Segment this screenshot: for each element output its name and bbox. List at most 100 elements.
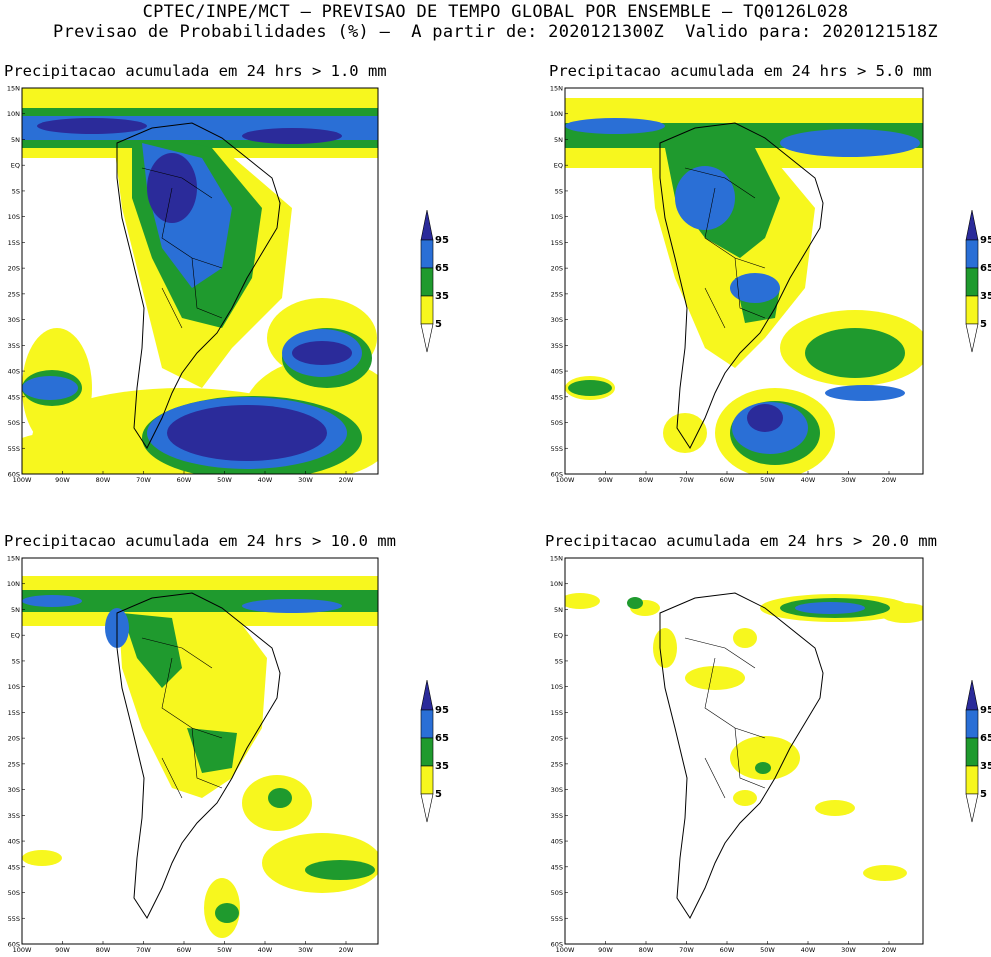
lat-tick-label: 5S bbox=[12, 657, 20, 665]
colorbar-top-arrow bbox=[420, 679, 434, 711]
lon-tick-label: 60W bbox=[720, 476, 735, 484]
lon-tick-label: 40W bbox=[801, 476, 816, 484]
panel-4-title: Precipitacao acumulada em 24 hrs > 20.0 … bbox=[545, 532, 937, 550]
panel-2-title: Precipitacao acumulada em 24 hrs > 5.0 m… bbox=[549, 62, 932, 80]
lon-tick-label: 90W bbox=[598, 476, 613, 484]
lon-tick-label: 100W bbox=[13, 946, 32, 954]
colorbar-1: 95 65 35 5 bbox=[420, 209, 449, 353]
panel-4-prob-ge5 bbox=[565, 593, 923, 881]
colorbar-top-arrow bbox=[965, 209, 979, 241]
colorbar-label: 95 bbox=[435, 705, 449, 716]
lon-tick-label: 50W bbox=[217, 946, 232, 954]
colorbar-label: 35 bbox=[435, 761, 449, 772]
lon-tick-label: 50W bbox=[760, 476, 775, 484]
lon-tick-label: 100W bbox=[556, 476, 575, 484]
panel-3-lat-axis: 15N 10N 5N EQ 5S 10S 15S 20S 25S 30S 35S 40S 45S 50S 5… bbox=[7, 555, 25, 949]
colorbar-segment bbox=[420, 765, 434, 795]
colorbar-segment bbox=[965, 709, 979, 739]
colorbar-segment bbox=[965, 239, 979, 269]
colorbar-label: 5 bbox=[435, 319, 442, 330]
lon-tick-label: 90W bbox=[598, 946, 613, 954]
lon-tick-label: 60W bbox=[177, 946, 192, 954]
lat-tick-label: 20S bbox=[551, 265, 563, 273]
lat-tick-label: 5N bbox=[554, 606, 563, 614]
lat-tick-label: 55S bbox=[551, 915, 563, 923]
lon-tick-label: 30W bbox=[841, 476, 856, 484]
panel-3-title: Precipitacao acumulada em 24 hrs > 10.0 … bbox=[4, 532, 396, 550]
lon-tick-label: 100W bbox=[13, 476, 32, 484]
colorbar-label: 65 bbox=[980, 263, 991, 274]
lat-tick-label: 30S bbox=[551, 316, 563, 324]
panel-2-prob-ge95 bbox=[747, 404, 783, 432]
panel-4-lon-axis: 100W 90W 80W 70W 60W 50W 40W 30W 20W bbox=[556, 941, 897, 954]
lat-tick-label: 15N bbox=[7, 555, 20, 563]
lat-tick-label: EQ bbox=[554, 632, 563, 640]
panel-3-map: 15N 10N 5N EQ 5S 10S 15S 20S 25S 30S 35S 40S 45S 50S 5… bbox=[7, 555, 379, 954]
panel-4-lat-axis: 15N 10N 5N EQ 5S 10S 15S 20S 25S 30S 35S 40S 45S 50S 5… bbox=[550, 555, 568, 949]
lat-tick-label: 50S bbox=[551, 889, 563, 897]
lon-tick-label: 60W bbox=[177, 476, 192, 484]
panel-4-borders bbox=[684, 637, 766, 799]
lon-tick-label: 20W bbox=[339, 476, 354, 484]
lat-tick-label: 60S bbox=[551, 941, 563, 949]
lat-tick-label: 25S bbox=[551, 760, 563, 768]
lat-tick-label: 50S bbox=[8, 419, 20, 427]
colorbar-label: 65 bbox=[980, 733, 991, 744]
colorbar-top-arrow bbox=[965, 679, 979, 711]
lat-tick-label: 45S bbox=[551, 863, 563, 871]
lat-tick-label: 50S bbox=[8, 889, 20, 897]
lat-tick-label: 20S bbox=[551, 735, 563, 743]
lon-tick-label: 80W bbox=[639, 946, 654, 954]
lat-tick-label: 25S bbox=[551, 290, 563, 298]
colorbar-label: 95 bbox=[980, 235, 991, 246]
lon-tick-label: 20W bbox=[882, 946, 897, 954]
colorbar-segment bbox=[965, 765, 979, 795]
lon-tick-label: 90W bbox=[55, 476, 70, 484]
colorbar-segment bbox=[420, 709, 434, 739]
lat-tick-label: 30S bbox=[8, 786, 20, 794]
lat-tick-label: 45S bbox=[551, 393, 563, 401]
lat-tick-label: 25S bbox=[8, 760, 20, 768]
lon-tick-label: 40W bbox=[801, 946, 816, 954]
lat-tick-label: 60S bbox=[8, 471, 20, 479]
panel-3-coastline bbox=[116, 592, 281, 920]
lon-tick-label: 20W bbox=[339, 946, 354, 954]
lon-tick-label: 80W bbox=[96, 946, 111, 954]
colorbar-label: 35 bbox=[435, 291, 449, 302]
colorbar-label: 5 bbox=[435, 789, 442, 800]
panel-4-map: 15N 10N 5N EQ 5S 10S 15S 20S 25S 30S 35S 40S 45S 50S 5… bbox=[550, 555, 924, 954]
colorbar-label: 35 bbox=[980, 291, 991, 302]
panel-1-lon-axis: 100W 90W 80W 70W 60W 50W 40W 30W 20W bbox=[13, 471, 354, 484]
colorbar-label: 35 bbox=[980, 761, 991, 772]
lon-tick-label: 20W bbox=[882, 476, 897, 484]
panel-3-borders bbox=[141, 637, 223, 799]
lat-tick-label: 45S bbox=[8, 863, 20, 871]
lat-tick-label: 5N bbox=[554, 136, 563, 144]
colorbar-segment bbox=[420, 267, 434, 297]
lat-tick-label: 25S bbox=[8, 290, 20, 298]
colorbar-label: 95 bbox=[435, 235, 449, 246]
lon-tick-label: 60W bbox=[720, 946, 735, 954]
lat-tick-label: 35S bbox=[8, 342, 20, 350]
panel-2-coastline bbox=[659, 122, 824, 450]
colorbar-3: 95 65 35 5 bbox=[420, 679, 449, 823]
colorbar-bottom-arrow bbox=[965, 323, 979, 353]
lat-tick-label: 30S bbox=[551, 786, 563, 794]
lon-tick-label: 80W bbox=[96, 476, 111, 484]
panel-2-lon-axis: 100W 90W 80W 70W 60W 50W 40W 30W 20W bbox=[556, 471, 897, 484]
lon-tick-label: 50W bbox=[217, 476, 232, 484]
lat-tick-label: 35S bbox=[551, 812, 563, 820]
panel-1-title: Precipitacao acumulada em 24 hrs > 1.0 m… bbox=[4, 62, 387, 80]
colorbar-label: 65 bbox=[435, 263, 449, 274]
lat-tick-label: 15S bbox=[8, 709, 20, 717]
lat-tick-label: 10S bbox=[8, 683, 20, 691]
lat-tick-label: 5N bbox=[11, 606, 20, 614]
lat-tick-label: 10N bbox=[550, 110, 563, 118]
lat-tick-label: 15N bbox=[550, 85, 563, 93]
lon-tick-label: 40W bbox=[258, 946, 273, 954]
lat-tick-label: 10N bbox=[550, 580, 563, 588]
lon-tick-label: 30W bbox=[298, 946, 313, 954]
lat-tick-label: 15N bbox=[550, 555, 563, 563]
panel-1-prob-ge95 bbox=[37, 118, 352, 461]
colorbar-segment bbox=[965, 267, 979, 297]
